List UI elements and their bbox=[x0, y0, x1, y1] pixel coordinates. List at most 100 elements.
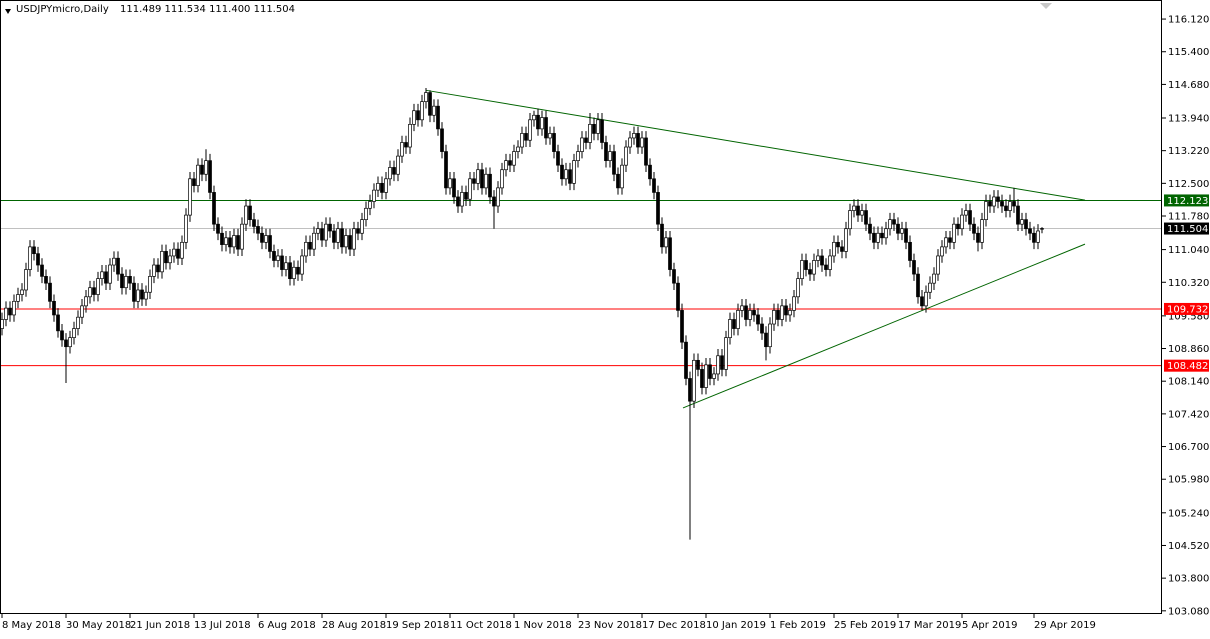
candle-body bbox=[248, 205, 252, 220]
candle-body bbox=[428, 92, 432, 116]
candle-body bbox=[688, 378, 692, 402]
candle-body bbox=[624, 146, 628, 166]
candle-body bbox=[392, 167, 396, 175]
candle-body bbox=[288, 262, 292, 279]
candle-body bbox=[220, 232, 224, 245]
candle-body bbox=[316, 228, 320, 234]
candle-body bbox=[876, 232, 880, 243]
candle-body bbox=[320, 228, 324, 241]
candle-body bbox=[852, 205, 856, 211]
candle-body bbox=[976, 232, 980, 243]
candle-body bbox=[108, 264, 112, 284]
candle-body bbox=[256, 226, 260, 234]
candle-body bbox=[736, 310, 740, 329]
candle-body bbox=[292, 266, 296, 279]
candle-body bbox=[720, 355, 724, 370]
candle-body bbox=[12, 300, 16, 316]
candle-body bbox=[680, 310, 684, 343]
candle-body bbox=[628, 137, 632, 148]
candle-body bbox=[20, 289, 24, 295]
candle-body bbox=[792, 296, 796, 311]
candle-body bbox=[336, 228, 340, 243]
candle-body bbox=[424, 92, 428, 103]
candle-body bbox=[552, 133, 556, 152]
candle-body bbox=[960, 214, 964, 230]
candle-body bbox=[244, 205, 248, 225]
candle-body bbox=[536, 114, 540, 130]
y-tick-label: 105.240 bbox=[1168, 508, 1209, 519]
candle-body bbox=[988, 201, 992, 207]
candle-body bbox=[696, 359, 700, 370]
candle-body bbox=[972, 223, 976, 234]
candle-body bbox=[888, 219, 892, 230]
candle-body bbox=[724, 337, 728, 370]
chart-title: USDJPYmicro,Daily bbox=[16, 4, 109, 15]
candle-body bbox=[556, 151, 560, 166]
candle-body bbox=[252, 219, 256, 227]
candle-body bbox=[72, 328, 76, 338]
candle-body bbox=[464, 192, 468, 200]
candle-body bbox=[496, 187, 500, 207]
y-tick-label: 107.420 bbox=[1168, 409, 1209, 420]
candle-body bbox=[368, 201, 372, 209]
level-label: 111.504 bbox=[1167, 224, 1208, 235]
x-tick-label: 21 Jun 2018 bbox=[130, 620, 190, 631]
candle-body bbox=[208, 160, 212, 193]
candle-body bbox=[296, 266, 300, 275]
candle-body bbox=[472, 178, 476, 184]
candle-body bbox=[872, 232, 876, 243]
candle-body bbox=[676, 282, 680, 311]
candle-body bbox=[664, 237, 668, 248]
candle-body bbox=[780, 305, 784, 320]
level-label: 112.123 bbox=[1167, 196, 1208, 207]
candle-body bbox=[280, 255, 284, 270]
candle-body bbox=[588, 123, 592, 143]
plot-frame bbox=[0, 0, 1162, 614]
candle-body bbox=[920, 296, 924, 307]
candle-body bbox=[192, 178, 196, 186]
candle-body bbox=[1000, 201, 1004, 207]
candle-body bbox=[620, 164, 624, 189]
candle-body bbox=[748, 310, 752, 320]
menu-arrow bbox=[5, 9, 11, 14]
candle-body bbox=[848, 210, 852, 230]
candle-body bbox=[300, 255, 304, 275]
candle-body bbox=[1024, 219, 1028, 230]
candle-body bbox=[904, 228, 908, 243]
candle-body bbox=[92, 287, 96, 295]
candle-body bbox=[1016, 205, 1020, 225]
candle-body bbox=[1036, 230, 1040, 243]
y-tick-label: 104.520 bbox=[1168, 541, 1209, 552]
level-tag bbox=[1164, 194, 1209, 207]
candle-body bbox=[968, 210, 972, 225]
candle-body bbox=[112, 257, 116, 266]
candle-body bbox=[524, 133, 528, 141]
x-tick-label: 1 Feb 2019 bbox=[770, 620, 826, 631]
candle-body bbox=[148, 276, 152, 293]
candle-body bbox=[376, 182, 380, 191]
candle-body bbox=[284, 262, 288, 270]
candle-body bbox=[476, 169, 480, 184]
x-tick-label: 6 Aug 2018 bbox=[258, 620, 316, 631]
candle-body bbox=[704, 364, 708, 388]
y-tick-label: 111.040 bbox=[1168, 245, 1209, 256]
candle-body bbox=[924, 291, 928, 307]
candle-body bbox=[224, 237, 228, 245]
candle-body bbox=[64, 339, 68, 348]
candle-body bbox=[156, 264, 160, 273]
candle-body bbox=[124, 276, 128, 289]
y-tick-label: 103.080 bbox=[1168, 606, 1209, 617]
candle-body bbox=[380, 182, 384, 193]
quote: 111.489 111.534 111.400 111.504 bbox=[120, 4, 295, 15]
candle-body bbox=[908, 241, 912, 261]
candle-body bbox=[168, 255, 172, 264]
candle-body bbox=[52, 300, 56, 316]
x-tick-label: 10 Jan 2019 bbox=[706, 620, 766, 631]
candle-body bbox=[272, 251, 276, 261]
y-tick-label: 108.860 bbox=[1168, 344, 1209, 355]
candle-body bbox=[328, 223, 332, 232]
candle-body bbox=[812, 260, 816, 275]
y-tick-label: 116.120 bbox=[1168, 15, 1209, 26]
